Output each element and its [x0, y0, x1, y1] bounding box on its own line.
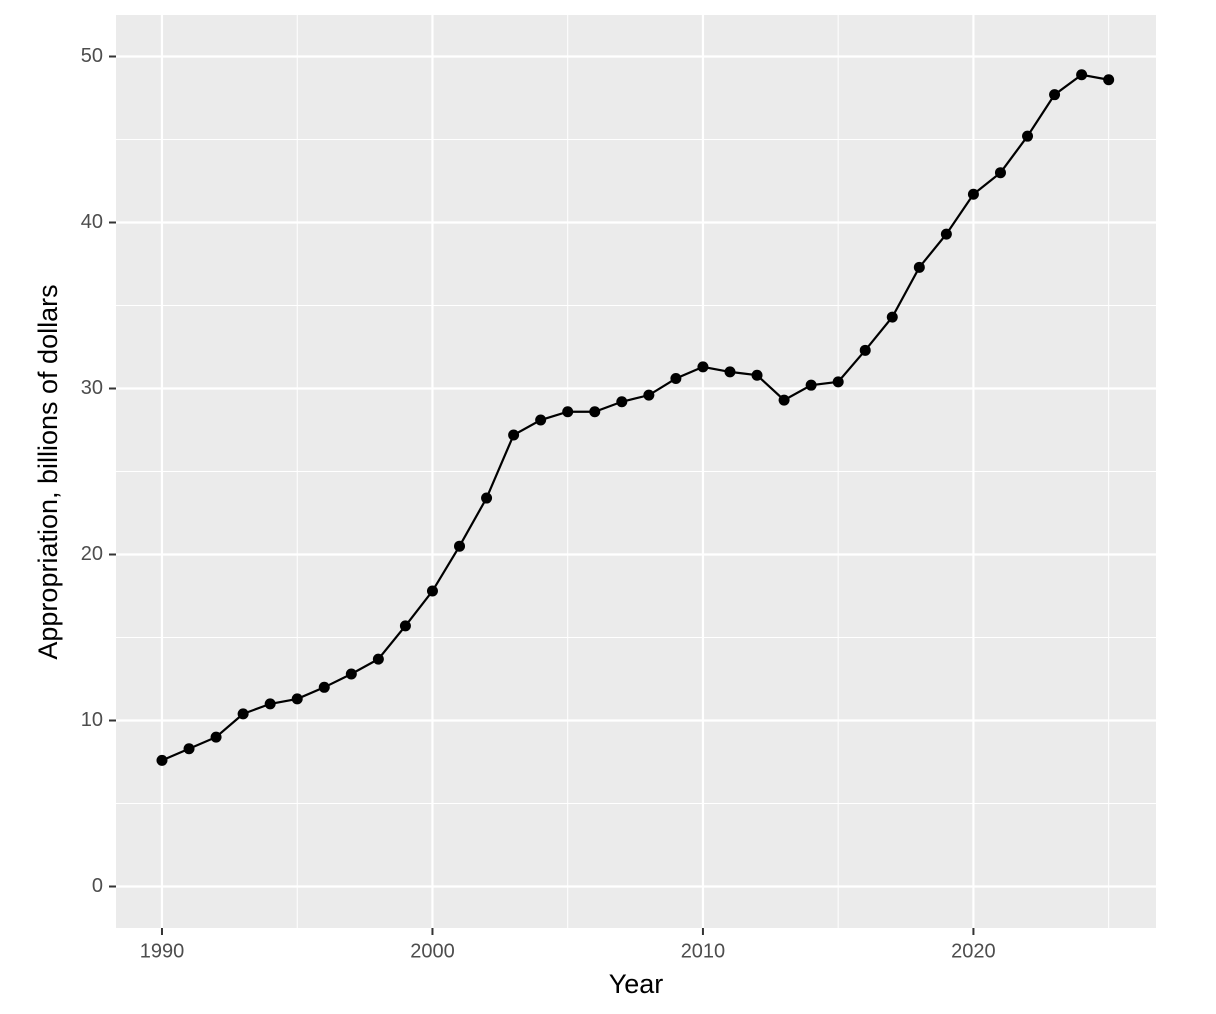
x-tick-label: 2000 — [410, 940, 455, 962]
point — [1103, 74, 1115, 86]
point — [913, 261, 925, 273]
point — [508, 429, 520, 441]
point — [264, 698, 276, 710]
y-tick-label: 0 — [92, 875, 103, 897]
point — [481, 492, 493, 504]
point — [210, 731, 222, 743]
point — [535, 414, 547, 426]
point — [318, 681, 330, 693]
point — [399, 620, 411, 632]
x-tick-label: 1990 — [140, 940, 185, 962]
point — [1049, 89, 1061, 101]
point — [832, 376, 844, 388]
y-tick-label: 40 — [81, 211, 103, 233]
point — [967, 188, 979, 200]
point — [697, 361, 709, 373]
point — [156, 754, 168, 766]
point — [562, 406, 574, 418]
x-tick-label: 2010 — [681, 940, 726, 962]
y-tick-label: 30 — [81, 377, 103, 399]
point — [183, 743, 195, 755]
point — [454, 540, 466, 552]
point — [426, 585, 438, 597]
point — [1076, 69, 1088, 81]
point — [805, 379, 817, 391]
point — [751, 369, 763, 381]
point — [616, 396, 628, 408]
point — [940, 228, 952, 240]
point — [372, 653, 384, 665]
y-axis-title: Appropriation, billions of dollars — [33, 284, 63, 659]
y-tick-label: 20 — [81, 543, 103, 565]
point — [778, 394, 790, 406]
point — [589, 406, 601, 418]
point — [724, 366, 736, 378]
x-tick-label: 2020 — [951, 940, 996, 962]
point — [237, 708, 249, 720]
point — [670, 373, 682, 385]
y-tick-label: 10 — [81, 709, 103, 731]
point — [994, 167, 1006, 179]
point — [1022, 130, 1034, 142]
x-axis-title: Year — [609, 969, 664, 999]
point — [345, 668, 357, 680]
point — [291, 693, 303, 705]
point — [859, 344, 871, 356]
point — [886, 311, 898, 323]
y-tick-label: 50 — [81, 45, 103, 67]
point — [643, 389, 655, 401]
